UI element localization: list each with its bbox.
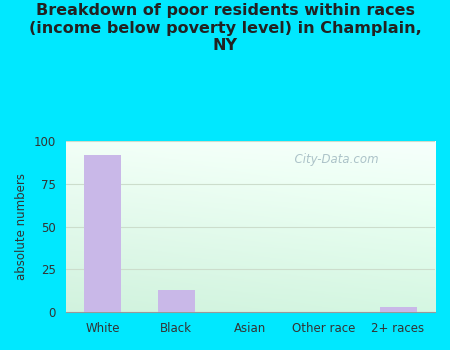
Text: Breakdown of poor residents within races
(income below poverty level) in Champla: Breakdown of poor residents within races…: [29, 4, 421, 53]
Bar: [84, 154, 121, 312]
Text: City-Data.com: City-Data.com: [287, 153, 379, 166]
Bar: [158, 290, 195, 312]
Bar: [380, 307, 417, 312]
Y-axis label: absolute numbers: absolute numbers: [15, 173, 28, 280]
